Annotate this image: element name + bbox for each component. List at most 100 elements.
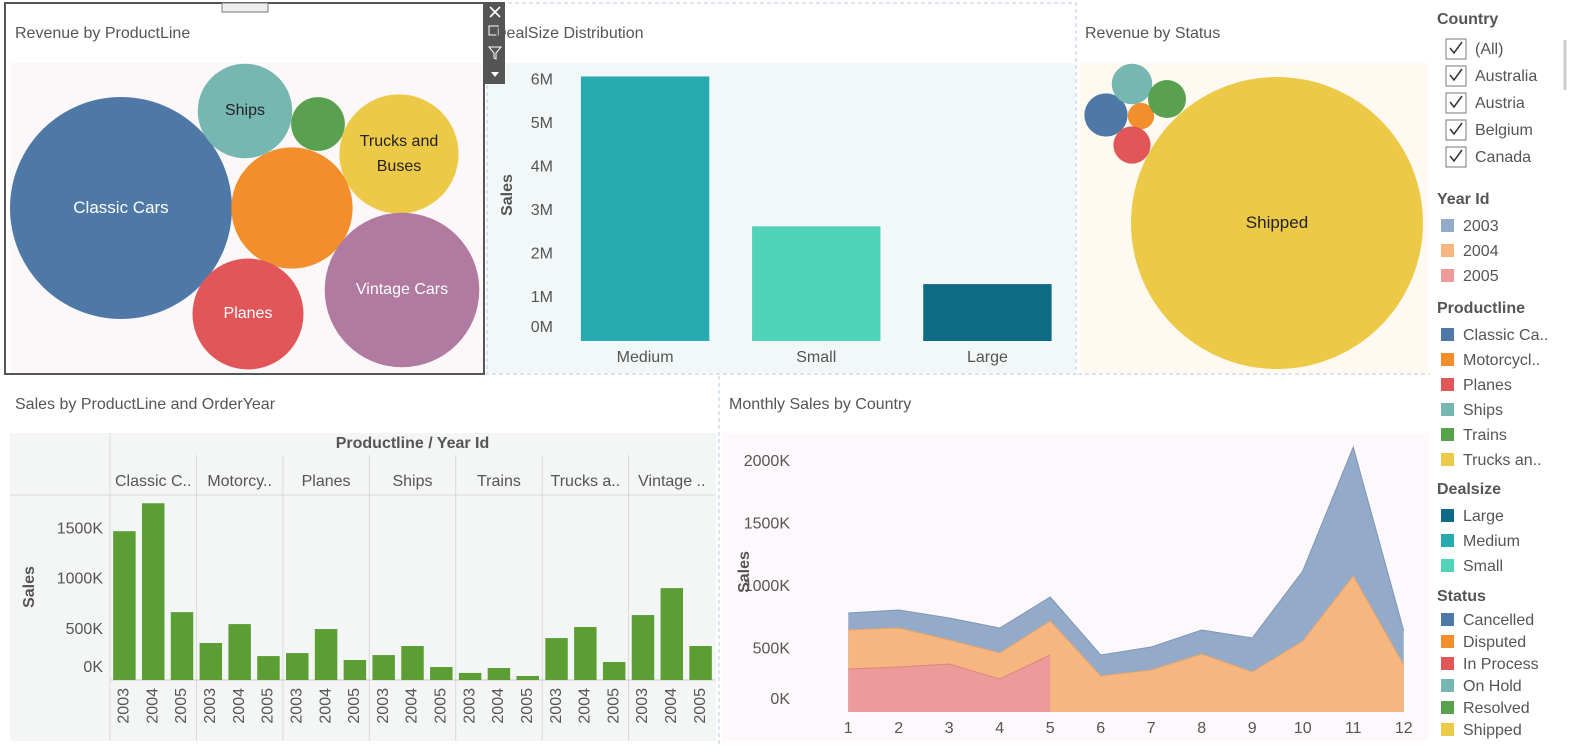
panel-label: Motorcy.. xyxy=(207,473,272,490)
bubble-label: Ships xyxy=(224,102,265,120)
y-tick-label: 0K xyxy=(83,659,103,676)
bar xyxy=(458,672,482,680)
chart-title: Monthly Sales by Country xyxy=(729,396,911,413)
legend-swatch xyxy=(1441,723,1454,736)
legend-label: Motorcycl.. xyxy=(1463,352,1540,369)
x-tick-label: 2003 xyxy=(548,688,565,724)
x-tick-label: 3 xyxy=(945,720,954,737)
panel-label: Classic C.. xyxy=(115,473,191,490)
y-axis-label: Sales xyxy=(21,566,38,608)
legend-label: Resolved xyxy=(1463,700,1530,717)
panel-label: Trains xyxy=(477,473,521,490)
filter-icon[interactable] xyxy=(487,46,503,60)
y-tick-label: 2000K xyxy=(744,453,791,470)
chart-title: Revenue by ProductLine xyxy=(15,25,190,42)
legend-label: Ships xyxy=(1463,402,1503,419)
check-mark xyxy=(1449,41,1463,55)
y-tick-label: 1500K xyxy=(744,516,791,533)
x-tick-label: 2003 xyxy=(461,688,478,724)
legend-swatch xyxy=(1441,269,1454,282)
y-tick-label: 0K xyxy=(770,691,790,708)
legend-label: Medium xyxy=(1463,533,1520,550)
x-tick-label: 2005 xyxy=(692,688,709,724)
x-tick-label: 2004 xyxy=(317,688,334,724)
filter-item[interactable]: Austria xyxy=(1475,95,1525,112)
toolbar[interactable] xyxy=(485,2,505,84)
check-mark xyxy=(1449,68,1463,82)
legend-label: 2005 xyxy=(1463,268,1499,285)
close-icon[interactable] xyxy=(489,6,501,18)
filter-item[interactable]: Canada xyxy=(1475,149,1531,166)
legend-swatch xyxy=(1441,509,1454,522)
legend-swatch xyxy=(1441,328,1454,341)
drag-handle[interactable] xyxy=(221,2,269,13)
bubble-label: Planes xyxy=(223,305,273,323)
bubble-label: Vintage Cars xyxy=(355,281,449,299)
y-axis-label: Sales xyxy=(499,174,516,216)
legend-label: In Process xyxy=(1463,656,1539,673)
legend-swatch xyxy=(1441,559,1454,572)
x-tick-label: 2003 xyxy=(288,688,305,724)
bubble xyxy=(1131,77,1423,369)
x-tick-label: 11 xyxy=(1345,720,1362,737)
x-tick-label: 2005 xyxy=(433,688,450,724)
legend-label: On Hold xyxy=(1463,678,1522,695)
filter-item[interactable]: Australia xyxy=(1475,68,1537,85)
y-tick-label: 1500K xyxy=(57,520,104,537)
area xyxy=(848,447,1404,712)
bar xyxy=(631,615,655,680)
bar xyxy=(545,638,568,680)
bar xyxy=(401,646,424,680)
bar xyxy=(660,588,684,680)
bubble xyxy=(1111,63,1153,105)
bar xyxy=(113,531,136,680)
panel-label: Planes xyxy=(302,473,351,490)
filter-item[interactable]: Belgium xyxy=(1475,122,1533,139)
bar xyxy=(170,612,194,680)
x-tick-label: 9 xyxy=(1248,720,1257,737)
bar xyxy=(752,226,881,341)
header: Productline / Year Id xyxy=(336,435,490,452)
chart-title: Revenue by Status xyxy=(1085,25,1220,42)
bar xyxy=(574,627,597,680)
legend-title: Dealsize xyxy=(1437,481,1501,498)
x-tick-label: 2005 xyxy=(260,688,277,724)
bubble-label: Shipped xyxy=(1245,213,1309,233)
panel-label: Vintage .. xyxy=(638,473,705,490)
bubble xyxy=(197,63,293,159)
legend-label: Cancelled xyxy=(1463,612,1534,629)
filter-item[interactable]: (All) xyxy=(1475,41,1503,58)
bubble-label: Classic Cars xyxy=(73,198,169,218)
bubble xyxy=(231,147,353,269)
bubble xyxy=(291,97,345,151)
x-tick-label: 5 xyxy=(1046,720,1055,737)
bar xyxy=(343,659,367,680)
panel-border xyxy=(486,2,1077,375)
menu-icon[interactable] xyxy=(491,72,499,77)
legend-swatch xyxy=(1441,428,1454,441)
check-mark xyxy=(1449,95,1463,109)
area-edge xyxy=(848,575,1405,677)
x-tick-label: 2004 xyxy=(577,688,594,724)
panel-label: Trucks a.. xyxy=(551,473,621,490)
x-tick-label: 6 xyxy=(1096,720,1105,737)
legend-swatch xyxy=(1441,679,1454,692)
bar xyxy=(228,624,251,680)
y-tick-label: 4M xyxy=(531,158,553,175)
y-tick-label: 0M xyxy=(531,319,553,336)
open-icon[interactable] xyxy=(488,25,499,36)
x-tick-label: Large xyxy=(967,349,1008,366)
bar xyxy=(580,76,710,341)
legend-label: 2003 xyxy=(1463,218,1499,235)
x-tick-label: 2003 xyxy=(375,688,392,724)
x-tick-label: 1 xyxy=(844,720,853,737)
x-tick-label: 2004 xyxy=(231,688,248,724)
legend-title: Status xyxy=(1437,588,1486,605)
check-mark xyxy=(1449,149,1463,163)
bar xyxy=(430,667,453,680)
legend-swatch xyxy=(1441,244,1454,257)
bubble xyxy=(1127,102,1155,130)
legend-label: Large xyxy=(1463,508,1504,525)
